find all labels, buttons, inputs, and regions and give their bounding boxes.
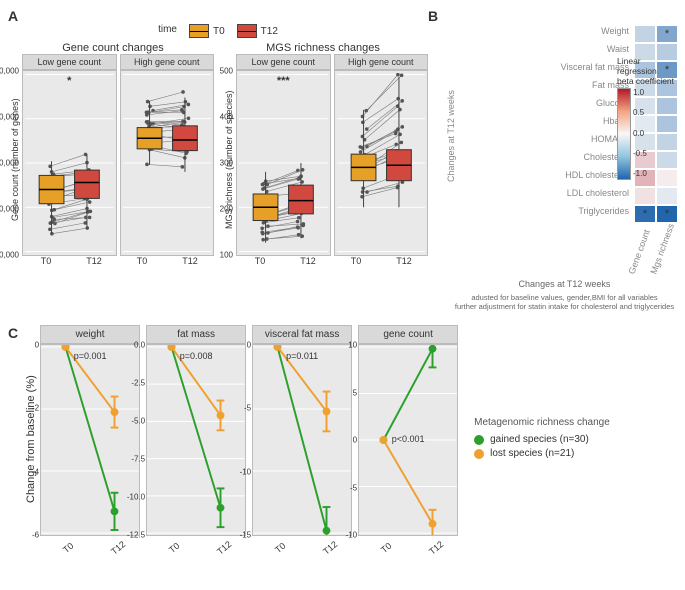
panel-b-label: B [428,8,438,24]
heat-cell [635,188,655,204]
heat-cell: * [657,26,677,42]
heat-row-label: Fat mass [452,80,633,96]
heat-row-label: HOMA IR [452,134,633,150]
panel-a-label: A [8,8,18,24]
title-mgs: MGS richness changes [218,42,428,54]
heat-cell [657,188,677,204]
colorbar: Linear regression beta coefficient 1.00.… [617,56,677,180]
title-gene: Gene count changes [8,42,218,54]
heat-row-label: HDL cholesterol [452,170,633,186]
heat-row-label: Hba1c [452,116,633,132]
heat-row-label: Triglycerides [452,206,633,222]
heat-cell [635,26,655,42]
heat-row-label: Glucose [452,98,633,114]
heat-row-label: LDL cholesterol [452,188,633,204]
panel-c-label: C [8,325,18,554]
c-legend: Metagenomic richness change gained speci… [474,417,610,462]
boxplot-facet [334,70,429,256]
heat-row-label: Weight [452,26,633,42]
heat-row-label: Waist [452,44,633,60]
heat-row-label: Cholesterol [452,152,633,168]
heat-cell: * [657,206,677,222]
boxplot-facet: ***100200300400500 [236,70,331,256]
boxplot-facet: *250,000500,000750,0001,000,0001,250,000 [22,70,117,256]
heat-row-label: Visceral fat mass [452,62,633,78]
heat-cell: * [635,206,655,222]
line-facet: gene countp<0.0011050-5-10T0T12 [358,325,458,554]
legend-time: time T0 T12 [8,24,428,38]
heat-ylab: Changes at T12 weeks [446,66,456,206]
